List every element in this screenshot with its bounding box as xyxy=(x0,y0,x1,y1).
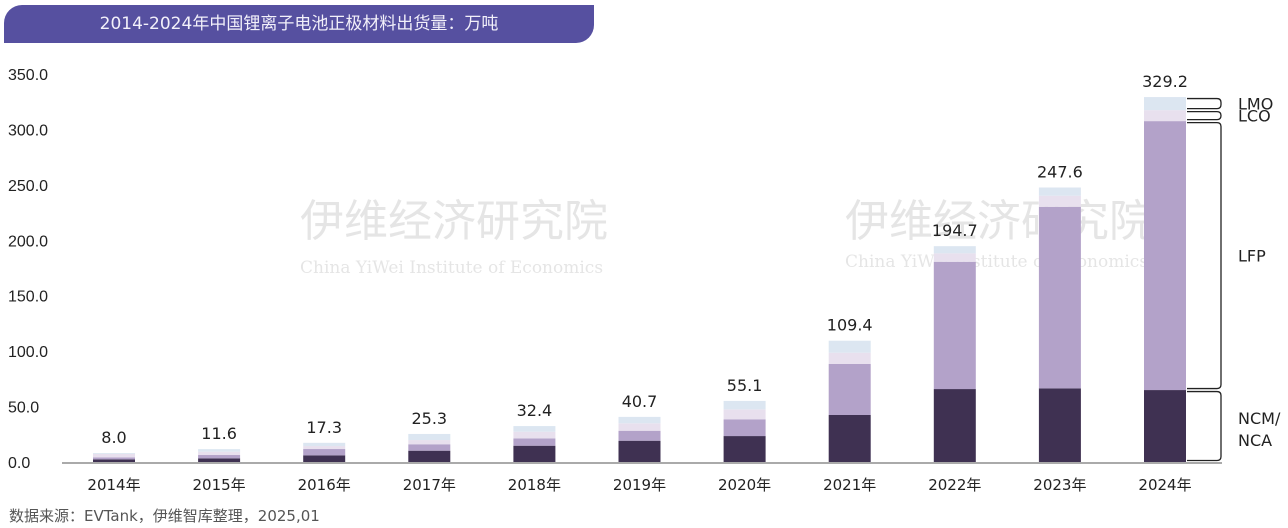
bar-segment-ncmnca-8 xyxy=(933,389,976,462)
bar-segment-lco-4 xyxy=(513,431,556,439)
x-tick-label: 2020年 xyxy=(718,476,771,494)
bar-segment-lmo-7 xyxy=(828,340,871,353)
total-label: 55.1 xyxy=(727,376,763,395)
x-tick-label: 2023年 xyxy=(1033,476,1086,494)
total-label: 329.2 xyxy=(1142,72,1188,91)
y-tick-label: 250.0 xyxy=(8,178,48,195)
bar-segment-lfp-10 xyxy=(1144,121,1186,391)
bar-segment-lco-3 xyxy=(408,440,451,445)
chart-title-banner: 2014-2024年中国锂离子电池正极材料出货量：万吨 xyxy=(4,5,594,43)
y-tick-label: 150.0 xyxy=(8,289,48,306)
bar-segment-ncmnca-3 xyxy=(408,450,451,462)
bar-segment-lfp-0 xyxy=(93,457,135,460)
bar-segment-ncmnca-10 xyxy=(1144,390,1186,462)
bar-segment-lfp-3 xyxy=(408,444,451,451)
total-label: 40.7 xyxy=(622,392,658,411)
bar-segment-ncmnca-9 xyxy=(1038,388,1081,462)
bar-segment-lfp-4 xyxy=(513,438,556,446)
bar-segment-lmo-6 xyxy=(723,400,766,410)
legend-bracket-ncmnca xyxy=(1187,390,1222,462)
bar-segment-lmo-0 xyxy=(93,453,135,455)
bar-segment-lfp-6 xyxy=(723,419,766,437)
x-tick-label: 2016年 xyxy=(298,476,351,494)
bar-segment-ncmnca-7 xyxy=(828,414,871,462)
total-label: 25.3 xyxy=(411,409,447,428)
x-tick-label: 2017年 xyxy=(403,476,456,494)
bar-segment-lco-0 xyxy=(93,454,135,458)
bar-segment-lco-1 xyxy=(198,451,241,456)
y-tick-label: 100.0 xyxy=(8,344,48,361)
legend-label-lfp: LFP xyxy=(1238,247,1266,266)
bar-segment-ncmnca-5 xyxy=(618,440,661,462)
bar-segment-lfp-7 xyxy=(828,364,871,415)
x-tick-label: 2018年 xyxy=(508,476,561,494)
watermark-cn-left: 伊维经济研究院 xyxy=(300,196,608,247)
bar-segment-lco-5 xyxy=(618,423,661,431)
y-tick-label: 0.0 xyxy=(8,455,30,472)
legend-label-ncm: NCM/ xyxy=(1238,409,1281,428)
bar-segment-lco-8 xyxy=(933,253,976,262)
x-tick-label: 2024年 xyxy=(1138,476,1191,494)
bar-segment-ncmnca-2 xyxy=(303,455,346,462)
bar-segment-lco-2 xyxy=(303,446,346,450)
bar-segment-lmo-10 xyxy=(1144,97,1186,111)
bar-segment-lmo-2 xyxy=(303,442,346,447)
bar-segment-lfp-5 xyxy=(618,430,661,441)
x-tick-label: 2015年 xyxy=(193,476,246,494)
total-label: 17.3 xyxy=(306,418,342,437)
x-tick-label: 2021年 xyxy=(823,476,876,494)
bar-segment-lmo-3 xyxy=(408,433,451,441)
legend-bracket-lmo xyxy=(1187,97,1222,110)
bar-segment-ncmnca-4 xyxy=(513,445,556,462)
y-tick-label: 200.0 xyxy=(8,233,48,250)
source-note: 数据来源：EVTank，伊维智库整理，2025,01 xyxy=(9,507,320,525)
bar-segment-lco-10 xyxy=(1144,110,1186,122)
bar-segment-lco-9 xyxy=(1038,195,1081,207)
bar-segment-ncmnca-0 xyxy=(93,459,135,462)
x-tick-label: 2014年 xyxy=(87,476,140,494)
bar-segment-lmo-1 xyxy=(198,449,241,452)
y-tick-label: 300.0 xyxy=(8,122,48,139)
watermark-cn-right: 伊维经济研究院 xyxy=(845,196,1153,247)
bar-segment-ncmnca-6 xyxy=(723,436,766,462)
bar-segment-lfp-1 xyxy=(198,455,241,459)
legend-label-lco: LCO xyxy=(1238,107,1271,126)
legend-label-nca: NCA xyxy=(1238,431,1272,450)
watermark-en-left: China YiWei Institute of Economics xyxy=(300,258,604,278)
total-label: 247.6 xyxy=(1037,163,1083,182)
total-label: 109.4 xyxy=(827,316,873,335)
bar-segment-lco-6 xyxy=(723,409,766,420)
x-tick-label: 2019年 xyxy=(613,476,666,494)
bar-segment-lmo-9 xyxy=(1038,187,1081,196)
total-label: 32.4 xyxy=(517,401,553,420)
y-tick-label: 50.0 xyxy=(8,400,39,417)
legend-bracket-lco xyxy=(1187,110,1222,121)
bar-segment-lco-7 xyxy=(828,352,871,365)
legend-label-lmo: LMO xyxy=(1238,95,1273,114)
total-label: 194.7 xyxy=(932,221,978,240)
total-label: 11.6 xyxy=(201,424,237,443)
bar-segment-ncmnca-1 xyxy=(198,458,241,462)
y-tick-label: 350.0 xyxy=(8,67,48,84)
bar-segment-lfp-8 xyxy=(933,261,976,390)
legend-bracket-lfp xyxy=(1187,121,1222,390)
x-tick-label: 2022年 xyxy=(928,476,981,494)
bar-segment-lfp-9 xyxy=(1038,206,1081,389)
total-label: 8.0 xyxy=(101,428,126,447)
bar-segment-lmo-4 xyxy=(513,426,556,432)
bar-segment-lmo-5 xyxy=(618,416,661,424)
bar-segment-lfp-2 xyxy=(303,449,346,456)
bar-segment-lmo-8 xyxy=(933,246,976,254)
